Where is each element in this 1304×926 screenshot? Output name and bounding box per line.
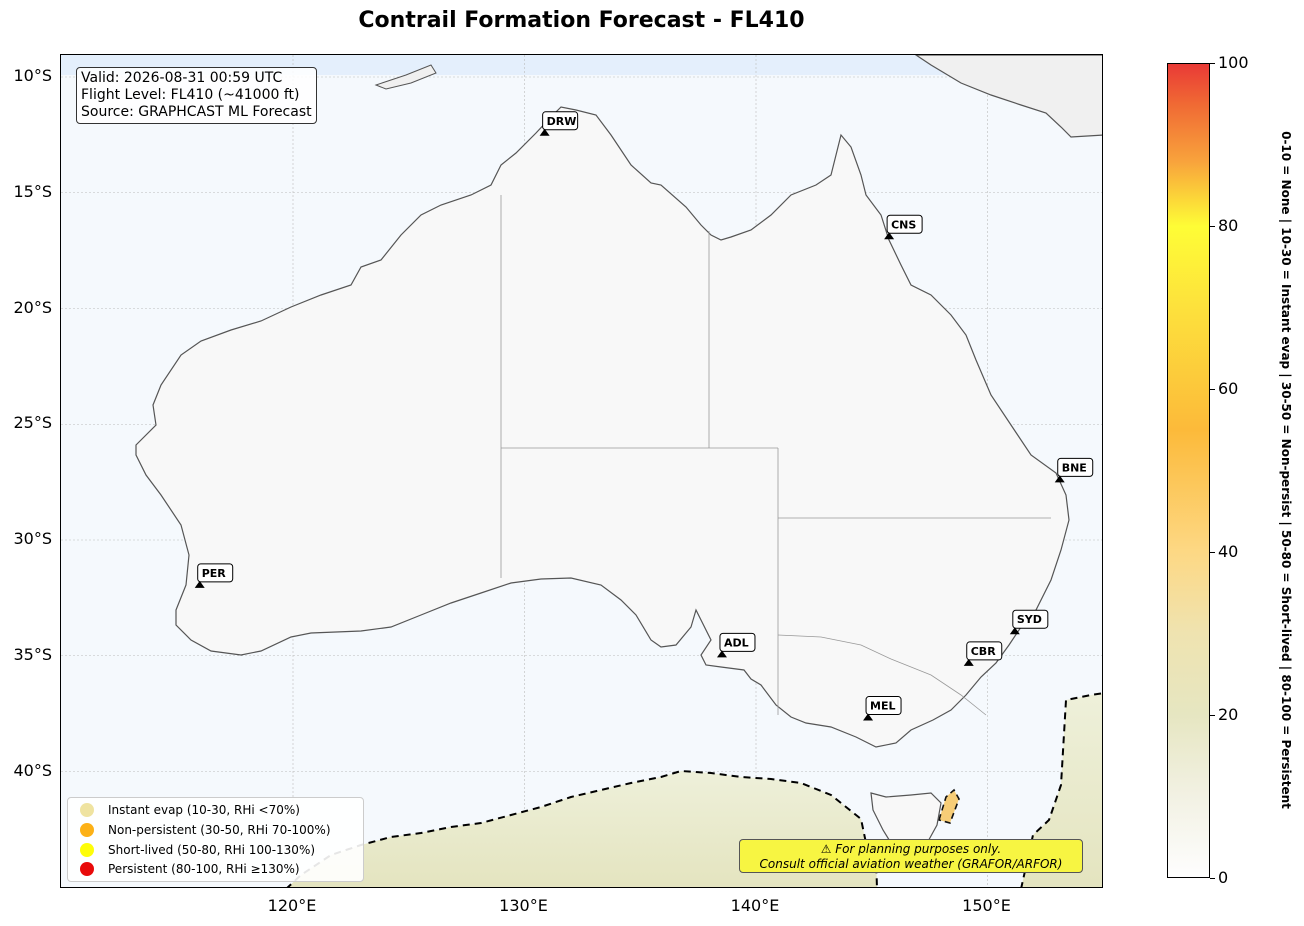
legend-dot [80, 862, 94, 876]
airport-label-box [865, 696, 902, 716]
airport-code: ADL [724, 636, 749, 649]
colorbar-tick-label: 40 [1218, 542, 1239, 561]
latitude-tick-label: 10°S [13, 66, 52, 85]
airport-marker-icon [1054, 475, 1065, 483]
forecast-source: Source: GRAPHCAST ML Forecast [81, 104, 312, 120]
contrail-legend: Instant evap (10-30, RHi <70%) Non-persi… [67, 797, 364, 882]
contrail-boundary-east [1020, 692, 1102, 887]
colorbar-tick-label: 60 [1218, 379, 1239, 398]
longitude-tick-label: 140°E [730, 896, 780, 915]
page-title: Contrail Formation Forecast - FL410 [358, 8, 805, 33]
colorbar-tick-mark [1210, 389, 1215, 390]
colorbar-tick-mark [1210, 552, 1215, 553]
contrail-region-southeast [1021, 693, 1102, 887]
legend-dot [80, 843, 94, 857]
airport-cns[interactable]: CNS [884, 214, 923, 240]
airport-syd[interactable]: SYD [1009, 609, 1049, 635]
airport-label-box [1057, 457, 1094, 477]
latitude-tick-label: 25°S [13, 413, 52, 433]
airport-adl[interactable]: ADL [716, 632, 756, 658]
airport-code: MEL [870, 700, 895, 713]
airport-marker-icon [539, 128, 550, 136]
legend-label: Instant evap (10-30, RHi <70%) [108, 803, 300, 817]
latitude-tick-label: 20°S [13, 297, 52, 317]
legend-item-instant-evap: Instant evap (10-30, RHi <70%) [80, 800, 300, 820]
colorbar-tick-label: 80 [1218, 216, 1239, 235]
longitude-tick-label: 120°E [267, 896, 317, 915]
latitude-tick-label: 40°S [13, 760, 52, 780]
longitude-tick-label: 150°E [962, 896, 1011, 915]
legend-label: Persistent (80-100, RHi ≥130%) [108, 862, 300, 876]
airport-label-box [719, 632, 756, 652]
airport-label-box [542, 111, 579, 131]
airport-marker-icon [1009, 627, 1020, 635]
valid-time: Valid: 2026-08-31 00:59 UTC [81, 70, 283, 86]
airport-markers: DRW CNS BNE PER ADL SYD CBR MEL [194, 111, 1094, 721]
colorbar-tick-mark [1210, 226, 1215, 227]
airport-marker-icon [963, 658, 974, 666]
contrail-region-south [288, 771, 877, 887]
colorbar-tick-label: 100 [1218, 53, 1249, 72]
airport-marker-icon [884, 232, 895, 240]
airport-code: SYD [1017, 613, 1042, 626]
legend-dot [80, 803, 94, 817]
disclaimer-line-1: ⚠ For planning purposes only. [820, 842, 1002, 856]
flight-level: Flight Level: FL410 (~41000 ft) [81, 87, 300, 103]
colorbar-label: 0-10 = None | 10-30 = Instant evap | 30-… [1279, 131, 1293, 809]
new-guinea-landmass [914, 55, 1102, 138]
northern-band [61, 55, 1102, 75]
map-canvas[interactable]: DRW CNS BNE PER ADL SYD CBR MEL [61, 55, 1103, 888]
legend-dot [80, 823, 94, 837]
contrail-patch-tasmania [937, 788, 960, 824]
airport-label-box [197, 563, 234, 583]
legend-item-persistent: Persistent (80-100, RHi ≥130%) [80, 859, 300, 879]
airport-code: CBR [971, 645, 996, 658]
airport-drw[interactable]: DRW [539, 111, 579, 136]
state-borders [500, 195, 1051, 716]
airport-marker-icon [194, 580, 205, 588]
disclaimer-line-2: Consult official aviation weather (GRAFO… [759, 857, 1063, 871]
timor-landmass [374, 64, 437, 90]
airport-bne[interactable]: BNE [1054, 457, 1094, 483]
airport-label-box [1012, 609, 1049, 629]
airport-code: BNE [1062, 461, 1087, 474]
airport-code: DRW [547, 115, 577, 128]
latitude-tick-label: 30°S [13, 529, 52, 548]
latitude-tick-label: 15°S [13, 181, 52, 201]
airport-code: CNS [891, 218, 916, 231]
colorbar-tick-mark [1210, 715, 1215, 716]
airport-mel[interactable]: MEL [863, 696, 902, 721]
forecast-info-box: Valid: 2026-08-31 00:59 UTC Flight Level… [76, 67, 317, 124]
colorbar-tick-mark [1210, 63, 1215, 64]
contrail-boundary-south [286, 769, 878, 887]
airport-per[interactable]: PER [194, 563, 234, 588]
legend-item-non-persistent: Non-persistent (30-50, RHi 70-100%) [80, 820, 331, 840]
australia-landmass [135, 106, 1070, 748]
longitude-tick-label: 130°E [499, 896, 548, 915]
map-panel[interactable]: DRW CNS BNE PER ADL SYD CBR MEL [60, 54, 1103, 888]
latitude-tick-label: 35°S [13, 644, 52, 664]
airport-marker-icon [716, 650, 727, 658]
colorbar [1167, 63, 1210, 878]
colorbar-tick-label: 20 [1218, 705, 1239, 724]
colorbar-tick-mark [1210, 878, 1215, 879]
airport-label-box [966, 641, 1003, 661]
airport-cbr[interactable]: CBR [963, 641, 1003, 666]
legend-label: Non-persistent (30-50, RHi 70-100%) [108, 823, 331, 837]
airport-label-box [886, 214, 923, 234]
disclaimer-box: ⚠ For planning purposes only. Consult of… [739, 839, 1083, 873]
legend-label: Short-lived (50-80, RHi 100-130%) [108, 843, 316, 857]
colorbar-tick-label: 0 [1218, 868, 1229, 887]
legend-item-short-lived: Short-lived (50-80, RHi 100-130%) [80, 840, 315, 860]
airport-marker-icon [863, 713, 874, 721]
airport-code: PER [202, 567, 227, 580]
